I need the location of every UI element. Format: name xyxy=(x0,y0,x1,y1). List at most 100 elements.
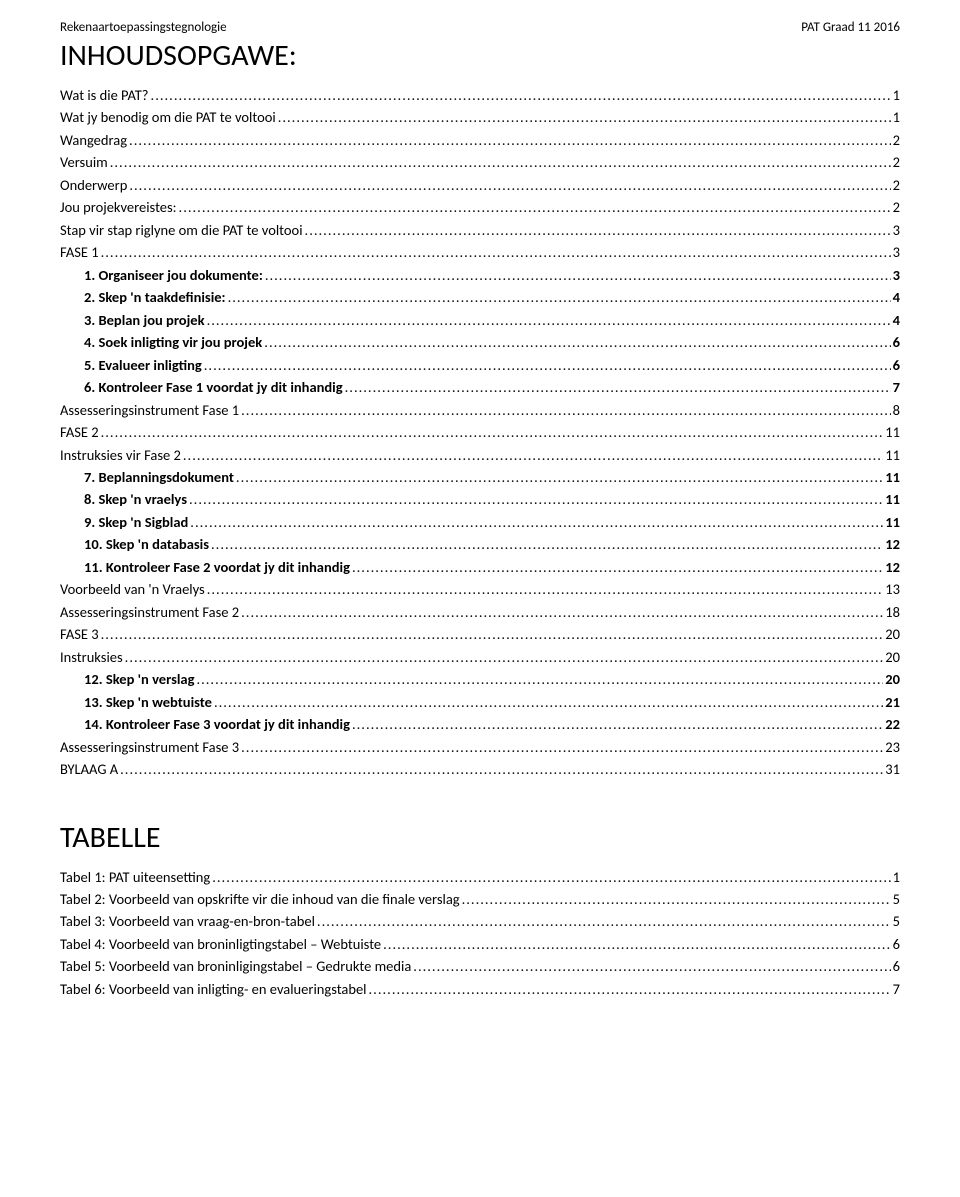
toc-entry: Wat is die PAT?1 xyxy=(60,84,900,106)
toc-entry-label: Onderwerp xyxy=(60,174,127,196)
toc-leader-dots xyxy=(236,466,883,488)
toc-entry: 5. Evalueer inligting 6 xyxy=(60,354,900,376)
toc-leader-dots xyxy=(207,578,884,600)
toc-entry: Jou projekvereistes:2 xyxy=(60,196,900,218)
toc-entry-label: FASE 2 xyxy=(60,421,99,443)
toc-entry: 2. Skep 'n taakdefinisie:4 xyxy=(60,286,900,308)
toc-entry: Assesseringsinstrument Fase 2 18 xyxy=(60,601,900,623)
toc-entry-label: 1. Organiseer jou dokumente: xyxy=(84,264,263,286)
toc-entry: Versuim 2 xyxy=(60,151,900,173)
toc-entry: Instruksies20 xyxy=(60,646,900,668)
toc-entry-label: Tabel 6: Voorbeeld van inligting- en eva… xyxy=(60,978,367,1000)
toc-entry-page: 6 xyxy=(893,955,900,977)
toc-entry: 1. Organiseer jou dokumente: 3 xyxy=(60,264,900,286)
toc-title: INHOUDSOPGAWE: xyxy=(60,37,900,74)
page-header: Rekenaartoepassingstegnologie PAT Graad … xyxy=(60,20,900,35)
toc-leader-dots xyxy=(228,286,891,308)
toc-leader-dots xyxy=(352,556,883,578)
toc-entry: 6. Kontroleer Fase 1 voordat jy dit inha… xyxy=(60,376,900,398)
toc-entry-page: 7 xyxy=(893,978,900,1000)
toc-entry-label: Versuim xyxy=(60,151,108,173)
toc-entry-label: 7. Beplanningsdokument xyxy=(84,466,234,488)
toc-leader-dots xyxy=(317,910,891,932)
toc-entry-page: 18 xyxy=(885,601,900,623)
toc-entry-page: 5 xyxy=(893,888,900,910)
toc-entry-label: 9. Skep 'n Sigblad xyxy=(84,511,188,533)
toc-entry-label: 11. Kontroleer Fase 2 voordat jy dit inh… xyxy=(84,556,350,578)
toc-leader-dots xyxy=(212,866,890,888)
toc-entry: Tabel 6: Voorbeeld van inligting- en eva… xyxy=(60,978,900,1000)
toc-entry: Tabel 3: Voorbeeld van vraag-en-bron-tab… xyxy=(60,910,900,932)
toc-entry: Voorbeeld van 'n Vraelys 13 xyxy=(60,578,900,600)
toc-entry-page: 6 xyxy=(893,354,900,376)
toc-entry-page: 6 xyxy=(893,933,900,955)
header-left: Rekenaartoepassingstegnologie xyxy=(60,20,227,35)
toc-entry-label: 4. Soek inligting vir jou projek xyxy=(84,331,262,353)
toc-entry-label: 5. Evalueer inligting xyxy=(84,354,202,376)
toc-leader-dots xyxy=(207,309,891,331)
toc-entry-page: 7 xyxy=(893,376,900,398)
toc-leader-dots xyxy=(151,84,891,106)
toc-leader-dots xyxy=(413,955,890,977)
toc-entry-page: 11 xyxy=(885,511,900,533)
toc-leader-dots xyxy=(129,129,891,151)
toc-leader-dots xyxy=(204,354,891,376)
toc-entry-page: 1 xyxy=(893,106,900,128)
toc-leader-dots xyxy=(211,533,883,555)
toc-entry-page: 3 xyxy=(893,241,900,263)
toc-entry-page: 20 xyxy=(885,623,900,645)
tables-title: TABELLE xyxy=(60,819,900,856)
toc-entry-label: Tabel 3: Voorbeeld van vraag-en-bron-tab… xyxy=(60,910,315,932)
toc-entry-label: 14. Kontroleer Fase 3 voordat jy dit inh… xyxy=(84,713,350,735)
toc-entry-label: BYLAAG A xyxy=(60,758,118,780)
toc-entry: 4. Soek inligting vir jou projek 6 xyxy=(60,331,900,353)
toc-leader-dots xyxy=(196,668,883,690)
toc-leader-dots xyxy=(179,196,891,218)
toc-entry: Instruksies vir Fase 211 xyxy=(60,444,900,466)
toc-entry: FASE 320 xyxy=(60,623,900,645)
toc-entry-page: 2 xyxy=(893,129,900,151)
toc-entry: Stap vir stap riglyne om die PAT te volt… xyxy=(60,219,900,241)
toc-entry: 13. Skep 'n webtuiste21 xyxy=(60,691,900,713)
toc-leader-dots xyxy=(110,151,891,173)
toc-entry-page: 1 xyxy=(893,866,900,888)
toc-entry-label: Stap vir stap riglyne om die PAT te volt… xyxy=(60,219,303,241)
toc-entry: Tabel 1: PAT uiteensetting 1 xyxy=(60,866,900,888)
toc-leader-dots xyxy=(189,488,883,510)
toc-entry: 11. Kontroleer Fase 2 voordat jy dit inh… xyxy=(60,556,900,578)
toc-entry-page: 6 xyxy=(893,331,900,353)
toc-entry: 3. Beplan jou projek4 xyxy=(60,309,900,331)
toc-entry-page: 12 xyxy=(885,556,900,578)
header-right: PAT Graad 11 2016 xyxy=(801,20,900,35)
toc-entry: FASE 211 xyxy=(60,421,900,443)
toc-entry-label: Tabel 5: Voorbeeld van broninligingstabe… xyxy=(60,955,411,977)
toc-entry-page: 11 xyxy=(885,466,900,488)
toc-leader-dots xyxy=(120,758,883,780)
toc-leader-dots xyxy=(241,601,883,623)
toc-entry-page: 2 xyxy=(893,151,900,173)
toc-entry: 10. Skep 'n databasis12 xyxy=(60,533,900,555)
toc-leader-dots xyxy=(101,241,891,263)
toc-leader-dots xyxy=(129,174,890,196)
toc-entry: 9. Skep 'n Sigblad 11 xyxy=(60,511,900,533)
toc-entry-label: Voorbeeld van 'n Vraelys xyxy=(60,578,205,600)
toc-entry-label: Tabel 1: PAT uiteensetting xyxy=(60,866,210,888)
toc-entry-label: Wat jy benodig om die PAT te voltooi xyxy=(60,106,276,128)
toc-entry-label: Assesseringsinstrument Fase 2 xyxy=(60,601,239,623)
tables-list: Tabel 1: PAT uiteensetting 1 Tabel 2: Voor… xyxy=(60,866,900,1001)
toc-entry-page: 3 xyxy=(893,264,900,286)
toc-entry: 7. Beplanningsdokument 11 xyxy=(60,466,900,488)
toc-entry-label: 10. Skep 'n databasis xyxy=(84,533,209,555)
toc-entry-label: Assesseringsinstrument Fase 1 xyxy=(60,399,239,421)
toc-leader-dots xyxy=(183,444,883,466)
toc-entry-page: 20 xyxy=(885,668,900,690)
toc-entry: Onderwerp2 xyxy=(60,174,900,196)
toc-entry: Wangedrag2 xyxy=(60,129,900,151)
toc-leader-dots xyxy=(101,623,884,645)
toc-entry-label: 6. Kontroleer Fase 1 voordat jy dit inha… xyxy=(84,376,343,398)
toc-entry-page: 8 xyxy=(893,399,900,421)
toc-entry-label: Assesseringsinstrument Fase 3 xyxy=(60,736,239,758)
toc-entry-page: 13 xyxy=(885,578,900,600)
toc-entry-label: Tabel 2: Voorbeeld van opskrifte vir die… xyxy=(60,888,460,910)
toc-entry: 14. Kontroleer Fase 3 voordat jy dit inh… xyxy=(60,713,900,735)
